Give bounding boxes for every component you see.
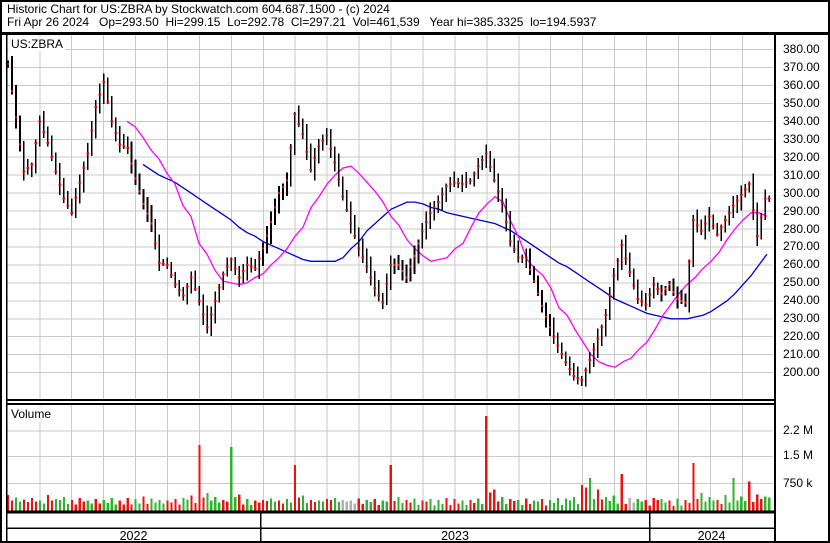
price-axis-label: 290.00	[783, 203, 820, 218]
price-axis-label: 380.00	[783, 42, 820, 56]
year-label: 2023	[441, 529, 469, 543]
volume-axis-label: 2.2 M	[783, 423, 814, 437]
price-axis-label: 240.00	[783, 293, 820, 308]
price-axis-label: 280.00	[783, 221, 820, 236]
price-axis-label: 350.00	[783, 95, 820, 110]
symbol-label: US:ZBRA	[9, 37, 66, 51]
price-axis-label: 360.00	[783, 77, 820, 92]
price-axis-label: 250.00	[783, 275, 820, 290]
price-axis-label: 210.00	[783, 347, 820, 362]
volume-axis-label: 750 k	[783, 475, 813, 490]
price-axis-label: 270.00	[783, 239, 820, 254]
year-label: 2022	[119, 529, 148, 543]
price-axis-label: 200.00	[783, 365, 820, 380]
header-quote-line: Fri Apr 26 2024 Op=293.50 Hi=299.15 Lo=2…	[7, 15, 597, 29]
price-axis-label: 330.00	[783, 131, 820, 146]
price-axis-label: 320.00	[783, 149, 820, 164]
price-axis-label: 220.00	[783, 329, 820, 344]
price-axis-label: 260.00	[783, 257, 820, 272]
price-axis-label: 370.00	[783, 59, 820, 74]
price-axis-label: 300.00	[783, 185, 820, 200]
volume-pane-label: Volume	[9, 407, 54, 421]
volume-axis-label: 1.5 M	[783, 448, 814, 463]
price-axis-label: 230.00	[783, 311, 820, 326]
header-title: Historic Chart for US:ZBRA by Stockwatch…	[7, 2, 390, 16]
price-axis-label: 340.00	[783, 113, 820, 128]
price-axis-label: 310.00	[783, 167, 820, 182]
year-label: 2024	[697, 529, 726, 543]
